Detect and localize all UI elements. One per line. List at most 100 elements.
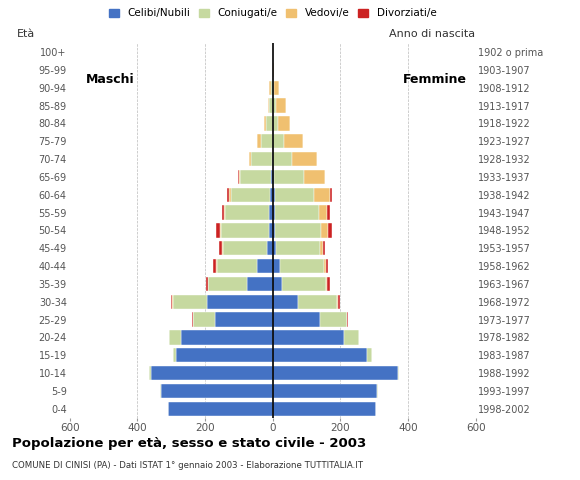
- Bar: [222, 241, 223, 255]
- Bar: [271, 152, 273, 166]
- Bar: [327, 205, 330, 220]
- Bar: [328, 223, 332, 238]
- Bar: [326, 259, 328, 273]
- Bar: [273, 277, 282, 291]
- Bar: [343, 330, 359, 345]
- Bar: [273, 134, 284, 148]
- Bar: [239, 170, 241, 184]
- Bar: [251, 152, 271, 166]
- Bar: [271, 81, 273, 95]
- Text: Età: Età: [17, 29, 35, 39]
- Bar: [229, 188, 231, 202]
- Bar: [225, 205, 269, 220]
- Bar: [278, 116, 289, 131]
- Bar: [269, 223, 273, 238]
- Bar: [327, 277, 331, 291]
- Bar: [319, 205, 327, 220]
- Legend: Celibi/Nubili, Coniugati/e, Vedovi/e, Divorziati/e: Celibi/Nubili, Coniugati/e, Vedovi/e, Di…: [106, 5, 440, 22]
- Bar: [247, 277, 273, 291]
- Bar: [220, 223, 221, 238]
- Bar: [274, 81, 280, 95]
- Bar: [292, 152, 317, 166]
- Bar: [304, 170, 325, 184]
- Text: Anno di nascita: Anno di nascita: [390, 29, 476, 39]
- Bar: [273, 116, 278, 131]
- Bar: [267, 241, 273, 255]
- Text: COMUNE DI CINISI (PA) - Dati ISTAT 1° gennaio 2003 - Elaborazione TUTTITALIA.IT: COMUNE DI CINISI (PA) - Dati ISTAT 1° ge…: [12, 461, 362, 470]
- Bar: [298, 295, 337, 309]
- Bar: [176, 348, 273, 362]
- Bar: [231, 188, 270, 202]
- Bar: [206, 277, 208, 291]
- Bar: [181, 330, 273, 345]
- Bar: [273, 384, 378, 398]
- Bar: [168, 402, 273, 416]
- Bar: [273, 312, 320, 327]
- Bar: [273, 259, 280, 273]
- Bar: [258, 259, 273, 273]
- Bar: [151, 366, 273, 380]
- Bar: [324, 259, 326, 273]
- Bar: [320, 312, 347, 327]
- Bar: [273, 223, 275, 238]
- Bar: [270, 188, 273, 202]
- Bar: [271, 170, 273, 184]
- Bar: [149, 366, 151, 380]
- Bar: [273, 241, 276, 255]
- Bar: [273, 295, 298, 309]
- Bar: [326, 277, 327, 291]
- Text: Maschi: Maschi: [86, 72, 135, 86]
- Bar: [273, 366, 398, 380]
- Bar: [280, 259, 324, 273]
- Bar: [171, 295, 172, 309]
- Bar: [169, 330, 181, 345]
- Bar: [224, 205, 225, 220]
- Bar: [208, 277, 247, 291]
- Bar: [398, 366, 400, 380]
- Bar: [273, 330, 343, 345]
- Bar: [267, 98, 269, 113]
- Bar: [249, 152, 251, 166]
- Text: Femmine: Femmine: [403, 72, 467, 86]
- Bar: [266, 116, 273, 131]
- Text: Popolazione per età, sesso e stato civile - 2003: Popolazione per età, sesso e stato civil…: [12, 437, 366, 450]
- Bar: [324, 241, 325, 255]
- Bar: [206, 295, 273, 309]
- Bar: [273, 152, 292, 166]
- Bar: [217, 259, 258, 273]
- Bar: [273, 348, 367, 362]
- Bar: [215, 312, 273, 327]
- Bar: [222, 205, 224, 220]
- Bar: [321, 223, 328, 238]
- Bar: [284, 134, 303, 148]
- Bar: [269, 81, 271, 95]
- Bar: [193, 312, 215, 327]
- Bar: [264, 116, 266, 131]
- Bar: [192, 312, 193, 327]
- Bar: [269, 205, 273, 220]
- Bar: [275, 188, 314, 202]
- Bar: [347, 312, 349, 327]
- Bar: [337, 295, 338, 309]
- Bar: [258, 134, 261, 148]
- Bar: [221, 223, 269, 238]
- Bar: [273, 63, 274, 77]
- Bar: [276, 241, 320, 255]
- Bar: [275, 205, 319, 220]
- Bar: [273, 170, 274, 184]
- Bar: [367, 348, 372, 362]
- Bar: [213, 259, 216, 273]
- Bar: [219, 241, 222, 255]
- Bar: [331, 188, 332, 202]
- Bar: [273, 188, 275, 202]
- Bar: [338, 295, 340, 309]
- Bar: [216, 259, 217, 273]
- Bar: [227, 188, 229, 202]
- Bar: [223, 241, 267, 255]
- Bar: [273, 205, 275, 220]
- Bar: [273, 81, 274, 95]
- Bar: [173, 295, 206, 309]
- Bar: [276, 98, 286, 113]
- Bar: [173, 348, 176, 362]
- Bar: [274, 170, 304, 184]
